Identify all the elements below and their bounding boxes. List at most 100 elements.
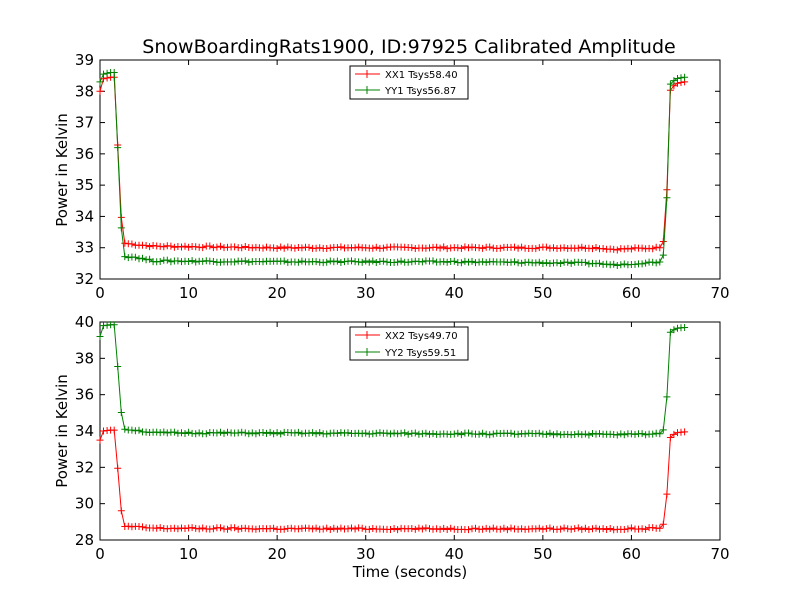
bottom-x-tick-label: 30 <box>356 545 375 563</box>
data-point-marker <box>408 244 416 252</box>
data-point-marker <box>638 244 646 252</box>
data-point-marker <box>649 524 657 532</box>
data-point-marker <box>496 244 504 252</box>
data-point-marker <box>174 525 182 533</box>
data-point-marker <box>231 258 239 266</box>
data-point-marker <box>599 525 607 533</box>
data-point-marker <box>461 257 469 265</box>
data-point-marker <box>192 430 200 438</box>
data-point-marker <box>305 243 313 251</box>
top-y-tick-label: 36 <box>75 145 94 163</box>
data-point-marker <box>596 259 603 267</box>
data-point-marker <box>542 243 550 251</box>
data-point-marker <box>571 431 579 438</box>
data-point-marker <box>518 259 526 267</box>
data-point-marker <box>585 526 593 533</box>
data-point-marker <box>610 260 618 268</box>
data-point-marker <box>535 258 543 266</box>
top-x-tick-label: 10 <box>179 284 198 302</box>
data-point-marker <box>379 257 387 265</box>
data-point-marker <box>178 243 185 251</box>
data-point-marker <box>656 524 664 532</box>
data-point-marker <box>620 431 628 439</box>
data-point-marker <box>507 524 515 532</box>
data-point-marker <box>642 259 650 267</box>
bottom-y-tick-label: 36 <box>75 386 94 404</box>
data-point-marker <box>348 524 355 532</box>
data-point-marker <box>659 426 667 434</box>
top-y-tick-label: 35 <box>75 176 94 194</box>
data-point-marker <box>674 75 681 82</box>
data-point-marker <box>326 526 334 533</box>
bottom-y-tick-label: 30 <box>75 495 94 513</box>
bottom-x-tick-label: 0 <box>95 545 105 563</box>
data-point-marker <box>224 428 231 436</box>
data-point-marker <box>333 244 341 251</box>
data-point-marker <box>394 258 402 266</box>
data-point-marker <box>156 524 164 532</box>
data-point-marker <box>294 428 302 436</box>
data-point-marker <box>369 244 377 252</box>
data-point-marker <box>411 525 419 533</box>
data-point-marker <box>305 429 313 437</box>
data-point-marker <box>656 258 664 266</box>
data-point-marker <box>213 243 221 251</box>
data-point-marker <box>411 429 419 437</box>
data-point-marker <box>613 431 621 439</box>
data-point-marker <box>496 525 504 533</box>
data-point-marker <box>581 258 589 266</box>
data-point-marker <box>241 243 249 250</box>
data-point-marker <box>564 258 572 266</box>
data-point-marker <box>209 258 217 265</box>
data-point-marker <box>117 224 125 232</box>
data-point-marker <box>114 144 122 152</box>
data-point-marker <box>479 258 487 266</box>
data-point-marker <box>241 429 249 437</box>
data-point-marker <box>542 259 550 267</box>
data-point-marker <box>642 431 650 439</box>
data-point-marker <box>631 430 639 438</box>
data-point-marker <box>131 253 139 261</box>
data-point-marker <box>567 259 575 267</box>
top-y-tick-label: 33 <box>75 239 94 257</box>
data-point-marker <box>181 430 189 437</box>
data-point-marker <box>401 429 409 437</box>
data-point-marker <box>652 259 660 267</box>
data-point-marker <box>638 525 646 533</box>
data-point-marker <box>521 430 529 438</box>
bottom-x-tick-label: 10 <box>179 545 198 563</box>
data-point-marker <box>620 526 628 533</box>
bottom-x-tick-label: 50 <box>533 545 552 563</box>
bottom-legend: XX2 Tsys49.70 YY2 Tsys59.51 <box>349 326 469 361</box>
bottom-series-markers-0 <box>96 426 689 534</box>
data-point-marker <box>656 244 664 252</box>
data-point-marker <box>440 243 448 251</box>
data-point-marker <box>139 523 146 531</box>
data-point-marker <box>192 243 200 251</box>
top-series-markers-0 <box>96 73 689 254</box>
data-point-marker <box>188 524 196 532</box>
data-point-marker <box>209 525 217 533</box>
bottom-y-axis-label: Power in Kelvin <box>53 374 71 488</box>
data-point-marker <box>369 257 377 265</box>
data-point-marker <box>603 526 611 533</box>
data-point-marker <box>167 258 175 266</box>
data-point-marker <box>199 524 207 532</box>
data-point-marker <box>383 429 391 437</box>
data-point-marker <box>518 525 526 533</box>
data-point-marker <box>511 258 518 266</box>
data-point-marker <box>160 243 168 251</box>
data-point-marker <box>656 430 664 438</box>
data-point-marker <box>624 525 632 533</box>
data-point-marker <box>337 259 345 266</box>
data-point-marker <box>217 428 224 436</box>
data-point-marker <box>542 430 550 438</box>
data-point-marker <box>457 259 465 267</box>
top-series-group <box>96 69 689 269</box>
data-point-marker <box>245 258 253 266</box>
bottom-ticks: 0 10 20 30 40 50 60 70 28 30 32 34 36 38 40 <box>75 313 730 563</box>
chart-title: SnowBoardingRats1900, ID:97925 Calibrate… <box>142 36 675 58</box>
data-point-marker <box>475 244 483 252</box>
legend-label-xx2: XX2 Tsys49.70 <box>385 331 458 342</box>
data-point-marker <box>670 430 678 438</box>
